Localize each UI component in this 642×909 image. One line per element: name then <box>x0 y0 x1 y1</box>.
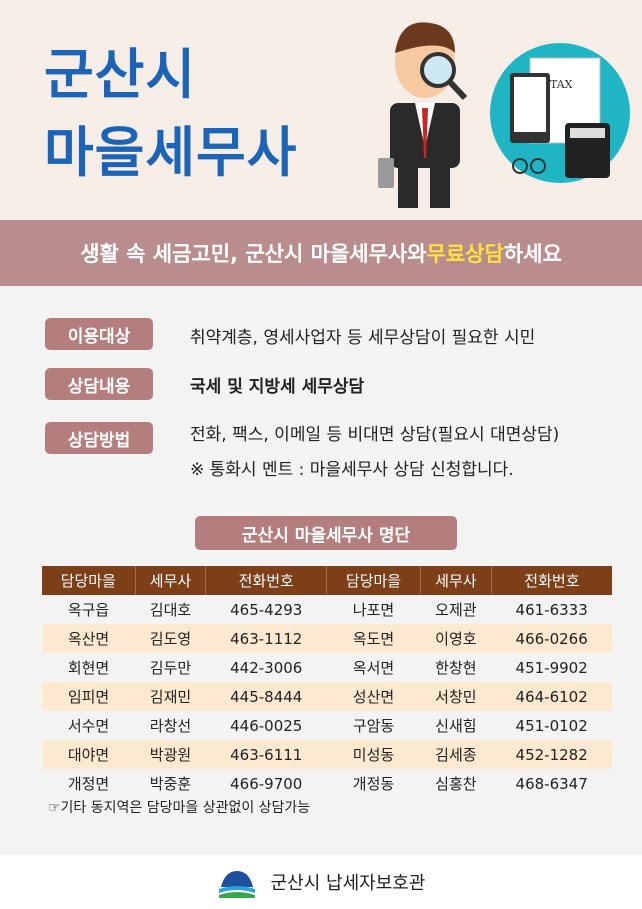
label-method: 상담방법 <box>45 422 153 454</box>
table-cell: 신새힘 <box>435 717 477 735</box>
table-cell: 한창현 <box>435 659 477 677</box>
tax-advisor-illustration: TAX <box>378 22 630 208</box>
label-content: 상담내용 <box>45 368 153 400</box>
table-cell: 심홍찬 <box>435 775 477 793</box>
table-cell: 옥도면 <box>326 624 421 653</box>
table-cell: 오제관 <box>435 601 477 619</box>
table-cell: 옥구읍 <box>67 601 110 619</box>
table-cell: 옥서면 <box>352 659 395 677</box>
title-line1: 군산시 <box>44 43 197 106</box>
title-line2: 마을세무사 <box>44 121 298 184</box>
header-area: 군산시 마을세무사 TAX <box>0 0 642 220</box>
desc-content: 국세 및 지방세 세무상담 <box>190 377 365 397</box>
table-row: 회현면 김두만 442-3006 옥서면 한창현 451-9902 <box>42 653 612 682</box>
table-cell: 445-8444 <box>205 682 327 711</box>
table-cell: 임피면 <box>42 682 136 711</box>
table-cell: 회현면 <box>67 659 110 677</box>
table-cell: 김세종 <box>420 740 492 769</box>
table-cell: 김재민 <box>135 682 206 711</box>
table-cell: 451-9902 <box>515 658 588 677</box>
table-cell: 서창민 <box>420 682 492 711</box>
table-cell: 442-3006 <box>230 658 303 677</box>
col-header: 담당마을 <box>326 566 421 595</box>
table-row: 서수면 라창선 446-0025 구암동 신새힘 451-0102 <box>42 711 612 740</box>
city-logo-icon <box>218 871 255 898</box>
table-cell: 466-0266 <box>491 624 612 653</box>
table-cell: 박광원 <box>135 740 206 769</box>
table-cell: 466-9700 <box>230 774 303 793</box>
table-header-row: 담당마을 세무사 전화번호 담당마을 세무사 전화번호 <box>42 566 612 595</box>
table-cell: 464-6102 <box>491 682 612 711</box>
list-title: 군산시 마을세무사 명단 <box>195 516 457 550</box>
desc-method-note: ※ 통화시 멘트 : 마을세무사 상담 신청합니다. <box>190 460 514 480</box>
label-target: 이용대상 <box>45 318 153 350</box>
table-cell: 468-6347 <box>515 774 588 793</box>
table-row: 개정면 박중훈 466-9700 개정동 심홍찬 468-6347 <box>42 769 612 798</box>
table-cell: 박중훈 <box>149 775 192 793</box>
table-cell: 개정면 <box>67 775 110 793</box>
table-cell: 451-0102 <box>515 716 588 735</box>
col-header: 전화번호 <box>205 566 328 595</box>
slogan-highlight: 무료상담 <box>426 242 504 266</box>
table-cell: 452-1282 <box>491 740 612 769</box>
desc-target: 취약계층, 영세사업자 등 세무상담이 필요한 시민 <box>190 328 536 348</box>
slogan-text: 생활 속 세금고민, 군산시 마을세무사와 <box>80 242 427 266</box>
table-row: 옥산면 김도영 463-1112 옥도면 이영호 466-0266 <box>42 624 612 653</box>
table-cell: 구암동 <box>352 717 395 735</box>
table-cell: 옥산면 <box>42 624 136 653</box>
table-cell: 김도영 <box>135 624 206 653</box>
table-cell: 김두만 <box>149 659 192 677</box>
table-cell: 나포면 <box>352 601 395 619</box>
slogan-band: 생활 속 세금고민, 군산시 마을세무사와 무료상담 하세요 <box>0 220 642 286</box>
table-row: 옥구읍 김대호 465-4293 나포면 오제관 461-6333 <box>42 595 612 624</box>
table-cell: 김대호 <box>149 601 192 619</box>
table-cell: 463-1112 <box>205 624 327 653</box>
table-row: 임피면 김재민 445-8444 성산면 서창민 464-6102 <box>42 682 612 711</box>
advisor-table: 담당마을 세무사 전화번호 담당마을 세무사 전화번호 옥구읍 김대호 465-42… <box>42 566 612 798</box>
table-cell: 라창선 <box>149 717 192 735</box>
table-cell: 463-6111 <box>205 740 327 769</box>
table-cell: 서수면 <box>67 717 110 735</box>
table-cell: 446-0025 <box>230 716 303 735</box>
slogan-text-end: 하세요 <box>503 242 562 266</box>
table-cell: 461-6333 <box>515 600 588 619</box>
col-header: 세무사 <box>420 566 492 595</box>
table-row: 대야면 박광원 463-6111 미성동 김세종 452-1282 <box>42 740 612 769</box>
table-cell: 이영호 <box>420 624 492 653</box>
table-cell: 성산면 <box>326 682 421 711</box>
table-cell: 대야면 <box>42 740 136 769</box>
col-header: 세무사 <box>135 566 207 595</box>
table-cell: 개정동 <box>352 775 395 793</box>
desc-method: 전화, 팩스, 이메일 등 비대면 상담(필요시 대면상담) <box>190 425 560 445</box>
col-header: 담당마을 <box>42 566 136 595</box>
footnote: ☞기타 동지역은 담당마을 상관없이 상담가능 <box>48 800 311 816</box>
advisor-figure-icon <box>378 22 468 208</box>
svg-text:TAX: TAX <box>550 78 573 91</box>
col-header: 전화번호 <box>491 566 612 595</box>
table-cell: 465-4293 <box>230 600 303 619</box>
tax-document-icon: TAX <box>490 43 630 183</box>
footer: 군산시 납세자보호관 <box>0 855 642 909</box>
org-name: 군산시 납세자보호관 <box>270 873 426 894</box>
table-cell: 미성동 <box>326 740 421 769</box>
